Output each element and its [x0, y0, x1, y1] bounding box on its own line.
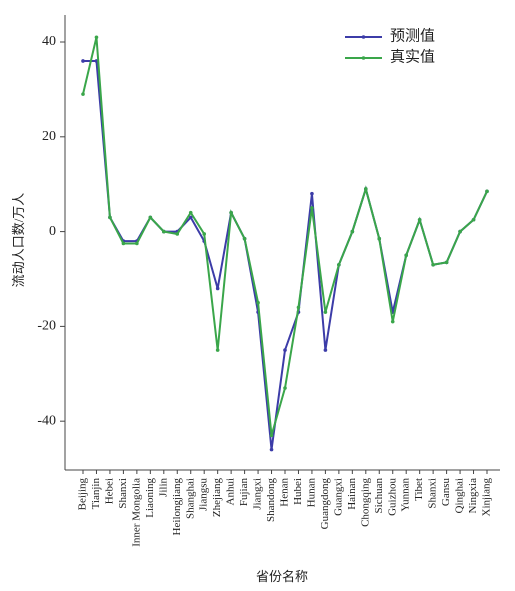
x-tick-label: Tibet — [413, 478, 425, 501]
point — [310, 191, 314, 196]
point — [377, 236, 382, 241]
point — [108, 215, 112, 220]
point — [458, 229, 462, 234]
point — [364, 187, 368, 191]
x-tick-label: Xinjiang — [481, 478, 493, 517]
point — [283, 348, 287, 352]
x-tick-label: Jilin — [157, 478, 169, 497]
point — [188, 210, 193, 215]
y-axis-label: 流动人口数/万人 — [11, 193, 26, 288]
point — [296, 305, 301, 310]
y-tick-label: -20 — [37, 319, 56, 334]
point — [94, 35, 99, 40]
point — [390, 319, 395, 324]
y-tick-label: 0 — [49, 224, 56, 239]
legend-marker — [361, 56, 366, 60]
point — [417, 217, 422, 222]
point — [188, 215, 193, 220]
point — [337, 262, 341, 267]
point — [444, 260, 449, 265]
x-tick-label: Hunan — [305, 478, 317, 508]
x-axis-label: 省份名称 — [256, 569, 308, 584]
x-tick-label: Hubei — [292, 478, 304, 505]
series-line — [82, 37, 488, 436]
y-tick-label: 40 — [42, 34, 56, 49]
x-tick-label: Shanxi — [117, 478, 129, 509]
point — [350, 229, 355, 234]
x-tick-label: Jiangxi — [252, 478, 264, 510]
x-tick-label: Hainan — [346, 478, 358, 510]
point — [269, 433, 274, 438]
x-tick-label: Guangxi — [332, 478, 344, 516]
point — [256, 300, 260, 305]
x-tick-label: Sichuan — [373, 478, 385, 514]
point — [148, 215, 153, 220]
x-tick-label: Inner Mongolia — [130, 478, 142, 547]
point — [215, 348, 220, 352]
point — [323, 348, 328, 352]
legend-label: 预测值 — [390, 27, 435, 44]
point — [471, 217, 476, 222]
x-tick-label: Anhui — [225, 478, 237, 506]
y-tick-label: 20 — [42, 129, 56, 144]
x-tick-label: Zhejiang — [211, 478, 223, 518]
x-tick-label: Qinghai — [454, 478, 466, 513]
point — [242, 236, 247, 241]
x-tick-label: Tianjin — [90, 478, 102, 510]
point — [269, 447, 274, 452]
x-tick-label: Liaoning — [144, 478, 156, 518]
x-tick-label: Jiangsu — [198, 478, 210, 512]
x-tick-label: Guangdong — [319, 478, 331, 530]
point — [162, 229, 166, 234]
x-tick-label: Gansu — [440, 478, 452, 507]
point — [215, 286, 220, 291]
point — [310, 206, 314, 210]
x-tick-label: Guizhou — [386, 478, 398, 516]
x-tick-label: Shandong — [265, 478, 277, 523]
x-tick-label: Beijing — [77, 478, 89, 511]
x-tick-label: Chongqing — [359, 478, 371, 527]
point — [229, 210, 233, 215]
x-tick-label: Hebei — [103, 478, 115, 504]
point — [485, 189, 489, 194]
x-tick-label: Heilongjiang — [171, 478, 183, 536]
point — [404, 253, 409, 258]
point — [135, 241, 139, 246]
x-tick-label: Henan — [279, 478, 291, 507]
point — [81, 59, 85, 63]
point — [431, 262, 435, 267]
point — [121, 241, 126, 246]
legend-label: 真实值 — [390, 47, 435, 65]
y-tick-label: -40 — [37, 413, 56, 428]
x-tick-label: Shanxi — [427, 478, 439, 509]
legend-marker — [361, 35, 366, 39]
point — [283, 386, 287, 390]
x-tick-label: Yunnan — [400, 478, 412, 512]
x-tick-label: Fujian — [238, 478, 250, 507]
point — [175, 232, 180, 236]
x-tick-label: Shanghai — [184, 478, 196, 519]
point — [81, 92, 85, 96]
point — [323, 310, 328, 314]
x-tick-label: Ningxia — [467, 478, 479, 514]
point — [202, 232, 206, 236]
